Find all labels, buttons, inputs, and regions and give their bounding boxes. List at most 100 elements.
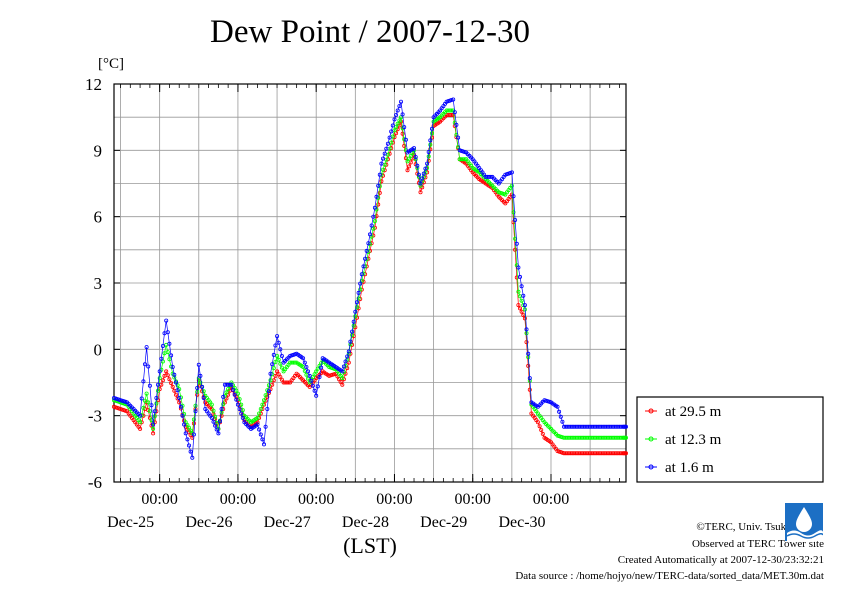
data-point [142,398,147,403]
data-point [278,361,283,366]
x-date-label: Dec-26 [185,514,232,531]
data-point [186,443,191,448]
data-point [200,384,205,389]
y-tick-label: 0 [94,340,103,359]
data-point [165,373,170,378]
data-point [426,154,431,159]
data-point [405,168,410,173]
data-point [519,284,524,289]
x-date-label: Dec-28 [342,514,389,531]
data-point [555,404,560,409]
data-point [421,171,426,176]
data-point [420,176,425,181]
data-point [382,151,387,156]
data-point [190,455,195,460]
data-point [351,323,356,328]
data-point [167,377,172,382]
data-point [513,217,518,222]
data-point [275,334,280,339]
data-point [418,190,423,195]
data-point [400,131,405,136]
data-point [312,388,317,393]
data-point [456,144,461,149]
data-point [165,330,170,335]
y-tick-label: -6 [88,473,102,492]
data-point [257,411,262,416]
data-point [400,112,405,117]
data-point [170,384,175,389]
data-point [428,142,433,147]
data-point [201,389,206,394]
data-point [449,108,454,113]
x-tick-label: 00:00 [533,491,569,508]
data-point [211,419,216,424]
data-point [255,422,260,427]
data-point [488,174,493,179]
data-point [377,172,382,177]
data-point [380,156,385,161]
data-point [260,402,265,407]
data-point [142,362,147,367]
legend-swatch-marker [648,408,654,414]
data-point [191,417,196,422]
data-point [519,298,524,303]
data-point [261,442,266,447]
legend-swatch-marker [648,464,654,470]
data-point [224,390,229,395]
data-point [183,431,188,436]
data-point [160,378,165,383]
data-point [304,372,309,377]
data-point [118,398,123,403]
data-point [144,391,149,396]
data-point [305,369,310,374]
data-point [540,431,545,436]
data-point [397,104,402,109]
data-point [160,343,165,348]
data-point [518,306,523,311]
data-point [279,377,284,382]
data-point [185,437,190,442]
data-point [159,356,164,361]
data-point [268,371,273,376]
data-point [214,427,219,432]
data-point [341,364,346,369]
data-point [340,382,345,387]
data-point [535,420,540,425]
x-date-label: Dec-30 [498,514,545,531]
data-point [557,449,562,454]
data-point [407,164,412,169]
data-point [527,387,532,392]
data-point [426,149,431,154]
data-point [356,296,361,301]
data-point [340,369,345,374]
data-point [314,393,319,398]
y-axis-unit: [°C] [98,56,124,72]
data-point [319,365,324,370]
data-point [384,157,389,162]
data-point [240,415,245,420]
data-point [395,121,400,126]
data-point [263,393,268,398]
data-point [526,363,531,368]
data-point [340,376,345,381]
data-point [229,382,234,387]
data-point [178,404,183,409]
data-point [380,167,385,172]
data-point [221,394,226,399]
data-point [351,319,356,324]
data-point [358,281,363,286]
x-axis-label: (LST) [343,533,397,558]
data-point [177,395,182,400]
data-point [394,131,399,136]
data-point [188,428,193,433]
data-point [377,190,382,195]
data-point [147,409,152,414]
data-point [338,379,343,384]
data-point [509,183,514,188]
data-point [513,247,518,252]
data-point [307,373,312,378]
data-point [188,449,193,454]
x-date-label: Dec-29 [420,514,467,531]
data-point [219,406,224,411]
